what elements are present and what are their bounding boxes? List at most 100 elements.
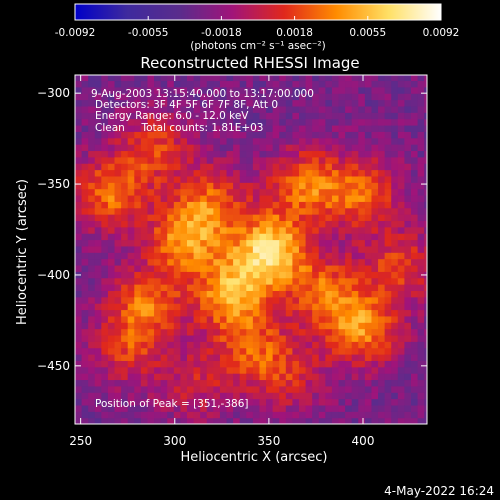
heatmap-cell: [121, 124, 129, 132]
heatmap-cell: [173, 277, 182, 285]
heatmap-cell: [219, 347, 228, 355]
heatmap-cell: [299, 169, 307, 177]
heatmap-cell: [173, 334, 182, 342]
heatmap-cell: [424, 226, 427, 234]
heatmap-cell: [219, 144, 228, 152]
heatmap-cell: [140, 354, 149, 361]
heatmap-cell: [417, 258, 425, 266]
heatmap-cell: [200, 258, 208, 266]
heatmap-cell: [88, 296, 96, 304]
heatmap-cell: [233, 290, 241, 298]
heatmap-cell: [94, 404, 102, 412]
heatmap-cell: [272, 239, 280, 247]
heatmap-cell: [266, 75, 274, 82]
heatmap-cell: [384, 131, 392, 139]
heatmap-cell: [299, 404, 307, 412]
heatmap-cell: [246, 233, 254, 241]
heatmap-cell: [358, 233, 366, 241]
heatmap-cell: [180, 201, 188, 209]
heatmap-cell: [81, 150, 89, 158]
heatmap-cell: [378, 194, 386, 202]
heatmap-cell: [266, 296, 274, 304]
heatmap-cell: [206, 264, 214, 272]
heatmap-cell: [213, 354, 221, 361]
heatmap-cell: [331, 417, 340, 424]
heatmap-cell: [417, 354, 425, 361]
heatmap-cell: [127, 201, 135, 209]
heatmap-cell: [75, 398, 83, 406]
heatmap-cell: [154, 131, 162, 139]
heatmap-cell: [364, 264, 373, 272]
heatmap-cell: [88, 75, 96, 82]
heatmap-cell: [272, 334, 280, 342]
heatmap-cell: [292, 112, 300, 120]
heatmap-cell: [371, 258, 379, 266]
heatmap-cell: [252, 360, 261, 368]
heatmap-cell: [292, 347, 300, 355]
heatmap-cell: [384, 75, 392, 82]
heatmap-cell: [94, 233, 102, 241]
heatmap-cell: [417, 245, 425, 253]
heatmap-cell: [411, 105, 419, 113]
heatmap-cell: [134, 404, 142, 412]
heatmap-cell: [338, 271, 346, 279]
heatmap-cell: [246, 296, 254, 304]
heatmap-cell: [206, 144, 214, 152]
heatmap-cell: [391, 99, 399, 107]
heatmap-cell: [127, 322, 135, 330]
heatmap-cell: [180, 207, 188, 215]
heatmap-cell: [351, 404, 359, 412]
heatmap-cell: [285, 360, 294, 368]
heatmap-cell: [266, 334, 274, 342]
heatmap-cell: [252, 124, 261, 132]
heatmap-cell: [384, 366, 392, 374]
heatmap-cell: [331, 392, 340, 400]
heatmap-cell: [140, 290, 149, 298]
heatmap-cell: [424, 118, 427, 126]
heatmap-cell: [312, 322, 320, 330]
heatmap-cell: [173, 105, 182, 113]
heatmap-cell: [187, 398, 195, 406]
heatmap-cell: [325, 239, 333, 247]
heatmap-cell: [134, 341, 142, 349]
heatmap-cell: [160, 99, 168, 107]
heatmap-cell: [259, 214, 267, 222]
heatmap-cell: [259, 404, 267, 412]
colorbar-tick-label: 0.0018: [276, 27, 313, 39]
heatmap-cell: [121, 175, 129, 183]
heatmap-cell: [75, 252, 83, 260]
heatmap-cell: [318, 220, 326, 228]
heatmap-cell: [417, 379, 425, 387]
heatmap-cell: [219, 239, 228, 247]
heatmap-cell: [358, 347, 366, 355]
heatmap-cell: [75, 188, 83, 196]
heatmap-cell: [127, 86, 135, 94]
heatmap-cell: [338, 398, 346, 406]
heatmap-cell: [371, 118, 379, 126]
heatmap-cell: [101, 322, 109, 330]
heatmap-cell: [312, 93, 320, 101]
heatmap-cell: [75, 392, 83, 400]
heatmap-cell: [299, 245, 307, 253]
heatmap-cell: [351, 334, 359, 342]
heatmap-cell: [285, 309, 294, 317]
heatmap-cell: [279, 303, 287, 311]
heatmap-cell: [81, 373, 89, 381]
heatmap-cell: [107, 373, 116, 381]
heatmap-cell: [378, 322, 386, 330]
heatmap-cell: [378, 188, 386, 196]
heatmap-cell: [107, 175, 116, 183]
heatmap-cell: [417, 188, 425, 196]
heatmap-cell: [167, 379, 175, 387]
heatmap-cell: [140, 112, 149, 120]
heatmap-cell: [167, 118, 175, 126]
heatmap-cell: [180, 99, 188, 107]
heatmap-cell: [239, 112, 247, 120]
heatmap-cell: [180, 86, 188, 94]
heatmap-cell: [351, 322, 359, 330]
heatmap-cell: [378, 93, 386, 101]
heatmap-cell: [101, 105, 109, 113]
heatmap-cell: [127, 398, 135, 406]
heatmap-cell: [121, 385, 129, 393]
heatmap-cell: [391, 112, 399, 120]
